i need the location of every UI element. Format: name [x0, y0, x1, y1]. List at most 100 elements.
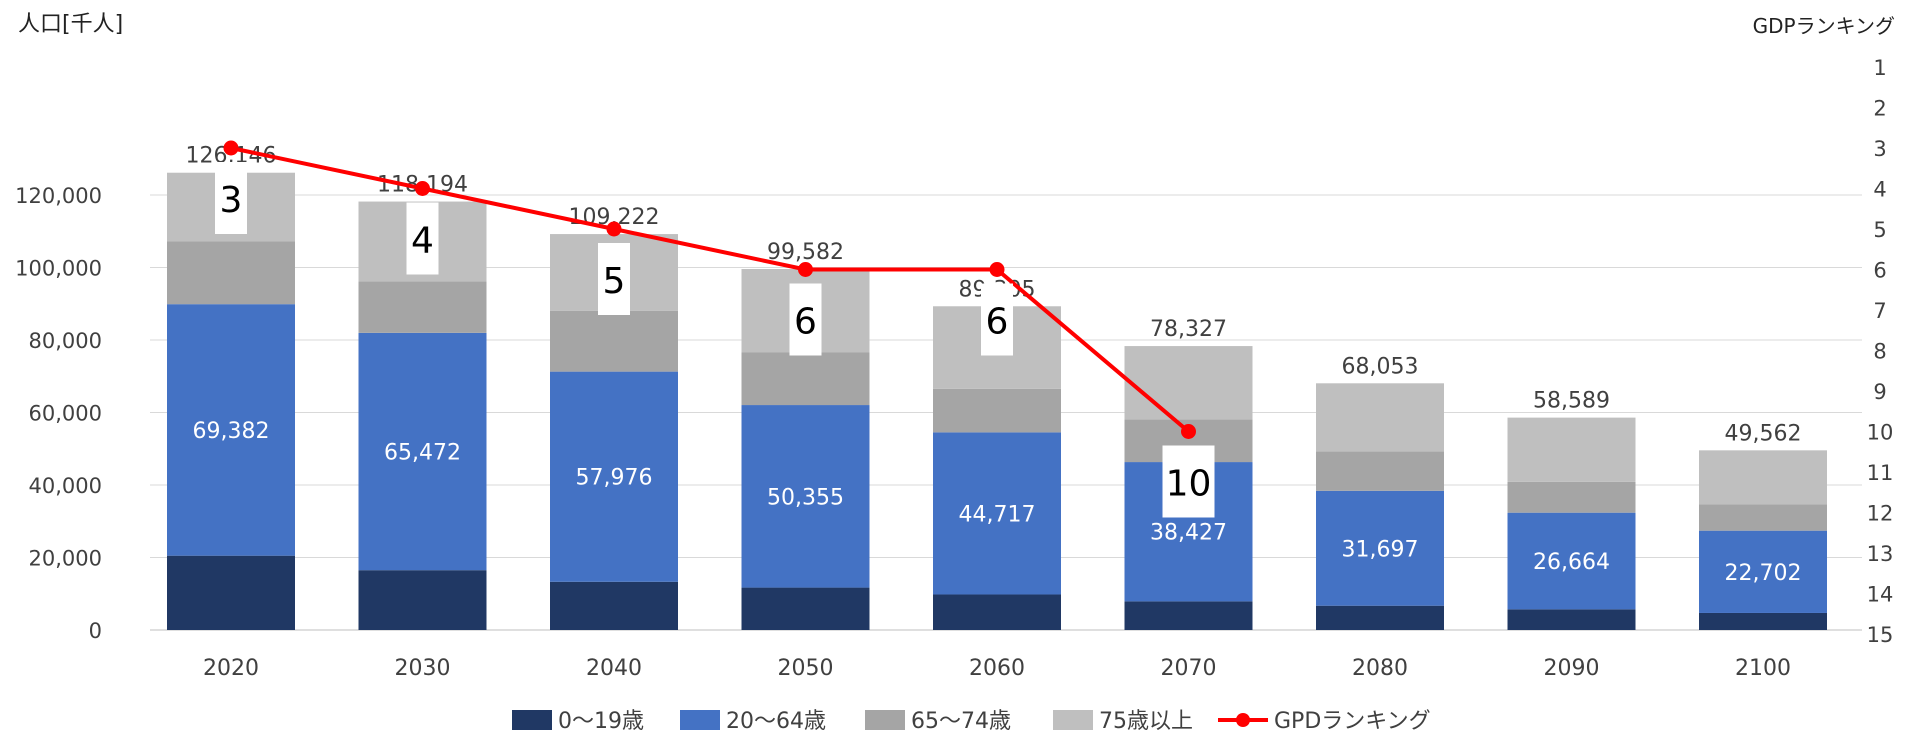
ranking-point — [798, 262, 813, 277]
ranking-point — [1181, 424, 1196, 439]
x-tick-label: 2100 — [1735, 656, 1791, 681]
bar-age-0-19 — [1507, 609, 1636, 630]
y-tick-label: 100,000 — [15, 257, 102, 281]
ranking-labels: 3 4 5 6 6 10 — [215, 162, 1215, 518]
ranking-line — [223, 140, 1196, 439]
total-value-label: 58,589 — [1533, 389, 1610, 414]
ranking-point — [606, 221, 622, 237]
legend-item-age-0-19-label: 0〜19歳 — [558, 709, 644, 734]
x-tick-label: 2080 — [1352, 656, 1408, 681]
ranking-label-box — [598, 243, 630, 315]
y2-tick-label: 2 — [1873, 97, 1886, 121]
y-axis-left-title: 人口[千人] — [18, 12, 123, 37]
bar-age-0-19 — [1124, 601, 1253, 630]
bar-age-20-64 — [1699, 530, 1827, 613]
bar-age-75-plus — [1699, 450, 1827, 505]
segment-value-label: 50,355 — [767, 485, 844, 510]
bar-age-65-74 — [933, 388, 1061, 433]
ranking-label-box — [789, 283, 822, 356]
x-axis-labels: 2020 2030 2040 2050 2060 2070 2080 2090 2100 — [203, 656, 1791, 681]
legend-item-ranking-label: GPDランキング — [1274, 709, 1431, 734]
y-tick-label: 0 — [89, 619, 102, 643]
bar-age-65-74 — [1507, 481, 1636, 513]
bar-age-75-plus — [1316, 383, 1444, 452]
x-tick-label: 2070 — [1161, 656, 1217, 681]
y2-tick-label: 7 — [1873, 299, 1886, 323]
legend-item-age-20-64-label: 20〜64歳 — [726, 709, 826, 734]
ranking-line-path — [230, 146, 1190, 434]
bar-age-65-74 — [1316, 451, 1444, 491]
y2-tick-label: 6 — [1873, 259, 1886, 283]
bar-age-20-64 — [741, 405, 870, 588]
stacked-bars — [167, 172, 1827, 630]
bar-age-0-19 — [550, 581, 678, 630]
y-axis-left-ticks: 0 20,000 40,000 60,000 80,000 100,000 120,000 — [15, 184, 102, 643]
ranking-point — [415, 181, 430, 196]
bar-age-65-74 — [167, 241, 295, 305]
y2-tick-label: 15 — [1867, 623, 1894, 647]
segment-value-label: 65,472 — [384, 441, 461, 466]
ranking-point — [223, 140, 239, 156]
bar-age-20-64 — [358, 332, 487, 571]
total-value-label: 49,562 — [1725, 421, 1802, 446]
bar-age-20-64 — [1507, 512, 1636, 610]
ranking-label: 4 — [411, 221, 434, 262]
ranking-label: 5 — [603, 261, 626, 302]
bar-age-0-19 — [167, 555, 295, 630]
ranking-label-box — [981, 283, 1013, 356]
legend-item-age-0-19-swatch — [512, 710, 552, 730]
bar-age-20-64 — [933, 432, 1061, 595]
y-axis-right-title: GDPランキング — [1753, 14, 1895, 38]
total-value-label: 68,053 — [1342, 354, 1419, 379]
bar-age-0-19 — [741, 587, 870, 630]
y-tick-label: 60,000 — [29, 402, 102, 426]
bar-age-0-19 — [1699, 612, 1827, 630]
y2-tick-label: 5 — [1873, 218, 1886, 242]
segment-value-label: 22,702 — [1725, 561, 1802, 586]
segment-value-label: 26,664 — [1533, 550, 1610, 575]
segment-value-label: 44,717 — [959, 502, 1036, 527]
y-tick-label: 40,000 — [29, 474, 102, 498]
bar-age-20-64 — [167, 304, 295, 556]
y2-tick-label: 3 — [1873, 137, 1886, 161]
y2-tick-label: 4 — [1873, 178, 1886, 202]
bar-age-75-plus — [1124, 346, 1253, 420]
y2-tick-label: 12 — [1867, 502, 1894, 526]
bar-age-20-64 — [1316, 490, 1444, 606]
ranking-label: 6 — [794, 302, 817, 343]
legend-item-age-75-plus-label: 75歳以上 — [1099, 709, 1193, 734]
x-tick-label: 2020 — [203, 656, 259, 681]
legend-item-age-20-64-swatch — [680, 710, 720, 730]
bar-age-0-19 — [933, 594, 1061, 630]
bar-age-0-19 — [1316, 605, 1444, 630]
segment-value-label: 69,382 — [193, 419, 270, 444]
bar-age-65-74 — [1699, 504, 1827, 531]
ranking-label-box — [1162, 445, 1215, 518]
y-tick-label: 80,000 — [29, 329, 102, 353]
x-tick-label: 2090 — [1544, 656, 1600, 681]
y2-tick-label: 13 — [1867, 542, 1894, 566]
legend: 0〜19歳 20〜64歳 65〜74歳 75歳以上 GPDランキング — [512, 709, 1431, 734]
x-tick-label: 2030 — [395, 656, 451, 681]
legend-item-age-65-74-label: 65〜74歳 — [911, 709, 1011, 734]
bar-age-0-19 — [358, 570, 487, 630]
legend-item-age-75-plus-swatch — [1053, 710, 1093, 730]
ranking-label: 10 — [1166, 464, 1212, 505]
y2-tick-label: 9 — [1873, 380, 1886, 404]
y2-tick-label: 10 — [1867, 421, 1894, 445]
ranking-label: 6 — [986, 302, 1009, 343]
segment-value-label: 31,697 — [1342, 537, 1419, 562]
y2-tick-label: 1 — [1873, 56, 1886, 80]
y-tick-label: 120,000 — [15, 184, 102, 208]
y2-tick-label: 14 — [1867, 583, 1894, 607]
x-tick-label: 2060 — [969, 656, 1025, 681]
ranking-point — [989, 262, 1005, 277]
ranking-label-box — [406, 202, 439, 275]
total-value-label: 78,327 — [1150, 317, 1227, 342]
y2-tick-label: 8 — [1873, 340, 1886, 364]
total-value-label: 99,582 — [767, 240, 844, 265]
segment-value-label: 38,427 — [1150, 521, 1227, 546]
ranking-label: 3 — [220, 180, 243, 221]
